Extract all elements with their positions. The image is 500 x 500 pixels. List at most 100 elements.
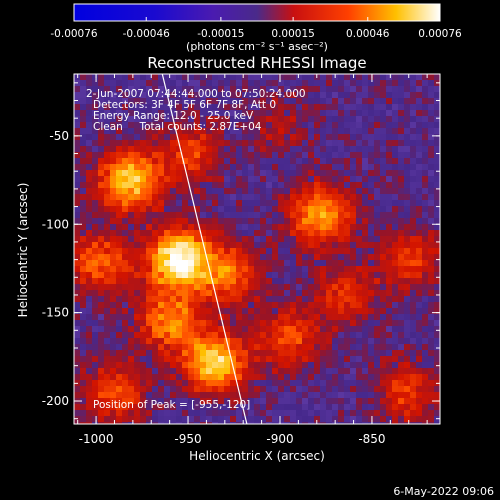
- heatmap-cell: [230, 224, 236, 230]
- heatmap-cell: [356, 80, 362, 86]
- heatmap-cell: [164, 356, 170, 362]
- heatmap-cell: [152, 398, 158, 404]
- heatmap-cell: [332, 164, 338, 170]
- heatmap-cell: [392, 368, 398, 374]
- heatmap-cell: [188, 392, 194, 398]
- heatmap-cell: [272, 338, 278, 344]
- heatmap-cell: [410, 410, 416, 416]
- heatmap-cell: [92, 284, 98, 290]
- heatmap-cell: [158, 314, 164, 320]
- heatmap-cell: [176, 422, 182, 424]
- heatmap-cell: [248, 236, 254, 242]
- heatmap-cell: [254, 374, 260, 380]
- heatmap-cell: [74, 188, 80, 194]
- heatmap-cell: [368, 368, 374, 374]
- heatmap-cell: [200, 272, 206, 278]
- heatmap-cell: [188, 128, 194, 134]
- heatmap-cell: [86, 158, 92, 164]
- heatmap-cell: [146, 230, 152, 236]
- heatmap-cell: [398, 146, 404, 152]
- heatmap-cell: [164, 152, 170, 158]
- heatmap-cell: [134, 308, 140, 314]
- heatmap-cell: [410, 272, 416, 278]
- heatmap-cell: [416, 206, 422, 212]
- heatmap-cell: [320, 176, 326, 182]
- heatmap-cell: [80, 344, 86, 350]
- heatmap-cell: [218, 158, 224, 164]
- heatmap-cell: [344, 326, 350, 332]
- heatmap-cell: [272, 386, 278, 392]
- heatmap-cell: [272, 302, 278, 308]
- heatmap-cell: [224, 152, 230, 158]
- heatmap-cell: [122, 380, 128, 386]
- heatmap-cell: [266, 170, 272, 176]
- heatmap-cell: [110, 104, 116, 110]
- heatmap-cell: [368, 290, 374, 296]
- heatmap-cell: [368, 254, 374, 260]
- heatmap-cell: [296, 176, 302, 182]
- heatmap-cell: [170, 404, 176, 410]
- heatmap-cell: [152, 236, 158, 242]
- heatmap-cell: [134, 176, 140, 182]
- heatmap-cell: [344, 356, 350, 362]
- heatmap-cell: [302, 194, 308, 200]
- heatmap-cell: [302, 134, 308, 140]
- heatmap-cell: [98, 116, 104, 122]
- heatmap-cell: [350, 386, 356, 392]
- heatmap-cell: [170, 104, 176, 110]
- heatmap-cell: [152, 326, 158, 332]
- heatmap-cell: [230, 104, 236, 110]
- heatmap-cell: [398, 374, 404, 380]
- y-tick-label: -50: [49, 129, 69, 143]
- heatmap-cell: [428, 416, 434, 422]
- heatmap-cell: [260, 344, 266, 350]
- heatmap-cell: [80, 194, 86, 200]
- heatmap-cell: [230, 98, 236, 104]
- heatmap-cell: [428, 242, 434, 248]
- heatmap-cell: [398, 200, 404, 206]
- heatmap-cell: [134, 116, 140, 122]
- heatmap-cell: [284, 146, 290, 152]
- heatmap-cell: [386, 398, 392, 404]
- heatmap-cell: [332, 398, 338, 404]
- heatmap-cell: [296, 314, 302, 320]
- heatmap-cell: [422, 314, 428, 320]
- heatmap-cell: [218, 110, 224, 116]
- heatmap-cell: [386, 176, 392, 182]
- heatmap-cell: [314, 200, 320, 206]
- heatmap-cell: [158, 296, 164, 302]
- heatmap-cell: [320, 236, 326, 242]
- heatmap-cell: [164, 308, 170, 314]
- heatmap-cell: [146, 188, 152, 194]
- heatmap-cell: [218, 122, 224, 128]
- heatmap-cell: [128, 374, 134, 380]
- heatmap-cell: [212, 272, 218, 278]
- heatmap-cell: [104, 296, 110, 302]
- heatmap-cell: [218, 356, 224, 362]
- heatmap-cell: [350, 134, 356, 140]
- heatmap-cell: [254, 314, 260, 320]
- heatmap-cell: [212, 326, 218, 332]
- heatmap-cell: [164, 122, 170, 128]
- heatmap-cell: [122, 122, 128, 128]
- heatmap-cell: [374, 104, 380, 110]
- heatmap-cell: [152, 230, 158, 236]
- heatmap-cell: [80, 146, 86, 152]
- heatmap-cell: [122, 128, 128, 134]
- heatmap-cell: [86, 350, 92, 356]
- heatmap-cell: [302, 338, 308, 344]
- heatmap-cell: [260, 74, 266, 80]
- heatmap-cell: [158, 122, 164, 128]
- heatmap-cell: [164, 254, 170, 260]
- heatmap-cell: [164, 176, 170, 182]
- heatmap-cell: [422, 206, 428, 212]
- heatmap-cell: [140, 272, 146, 278]
- heatmap-cell: [110, 332, 116, 338]
- heatmap-cell: [260, 386, 266, 392]
- heatmap-cell: [74, 284, 80, 290]
- heatmap-cell: [404, 308, 410, 314]
- heatmap-cell: [278, 86, 284, 92]
- heatmap-cell: [188, 104, 194, 110]
- heatmap-cell: [428, 116, 434, 122]
- heatmap-cell: [164, 260, 170, 266]
